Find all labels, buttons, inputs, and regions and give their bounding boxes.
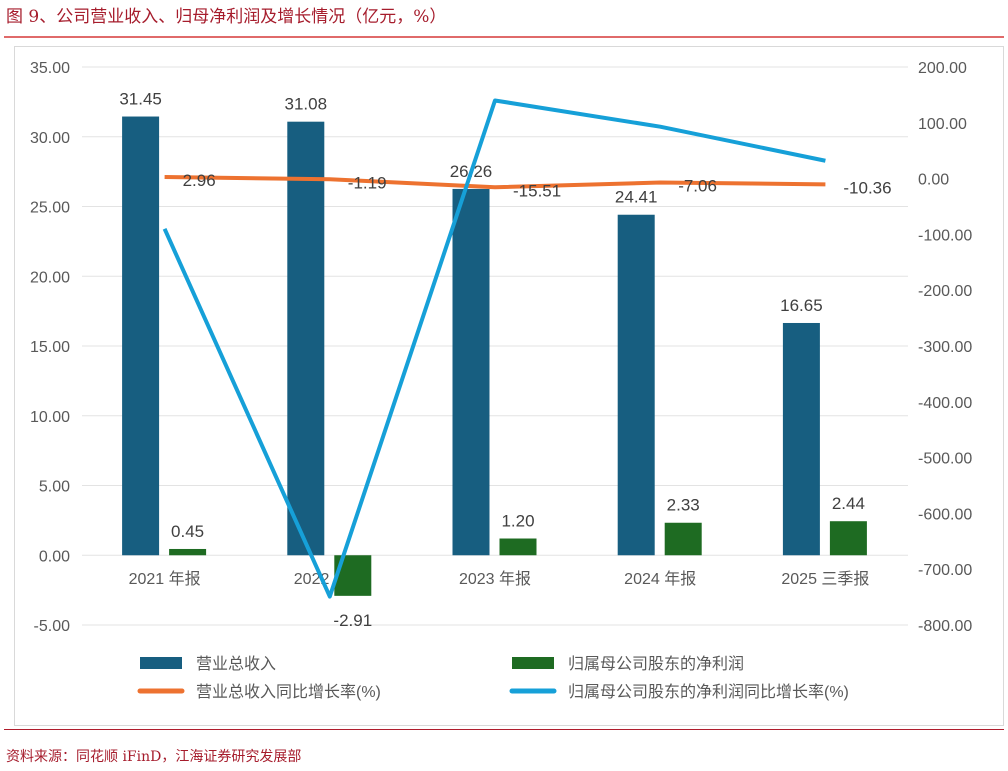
left-tick-label: 35.00 [30, 60, 70, 77]
right-tick-label: 0.00 [918, 172, 949, 189]
revenue-growth-label: -7.06 [678, 177, 717, 196]
title-divider [4, 36, 1004, 38]
revenue-bar [287, 121, 325, 556]
source-divider [4, 729, 1004, 730]
figure-title: 图 9、公司营业收入、归母净利润及增长情况（亿元，%） [6, 7, 447, 27]
left-tick-label: 0.00 [39, 548, 70, 565]
profit-bar-label: 1.20 [501, 512, 534, 531]
category-label: 2021 年报 [129, 570, 201, 588]
profit-bar-label: 2.44 [832, 494, 865, 513]
revenue-growth-label: -1.19 [348, 173, 387, 192]
profit-growth-line [162, 98, 826, 599]
left-tick-label: 20.00 [30, 269, 70, 286]
revenue-bar [617, 214, 655, 556]
legend-swatch [512, 657, 554, 669]
profit-bar [664, 522, 702, 556]
profit-bar [829, 521, 867, 556]
category-label: 2024 年报 [624, 570, 696, 588]
profit-bar [169, 548, 207, 556]
left-tick-label: 10.00 [30, 409, 70, 426]
revenue-bar [122, 116, 160, 556]
right-tick-label: -100.00 [918, 227, 972, 244]
legend-label: 归属母公司股东的净利润同比增长率(%) [568, 683, 849, 701]
revenue-bar-label: 31.08 [285, 95, 328, 114]
left-tick-label: 25.00 [30, 200, 70, 217]
right-tick-label: -300.00 [918, 339, 972, 356]
legend-swatch [140, 657, 182, 669]
chart-frame [14, 46, 1004, 726]
left-tick-label: 15.00 [30, 339, 70, 356]
revenue-bar-label: 31.45 [119, 90, 162, 109]
revenue-bar-label: 16.65 [780, 296, 823, 315]
source-note: 资料来源：同花顺 iFinD，江海证券研究发展部 [6, 749, 302, 765]
left-tick-label: -5.00 [34, 618, 71, 635]
profit-bar-label: 0.45 [171, 522, 204, 541]
profit-bar-label: 2.33 [667, 496, 700, 515]
category-label: 2023 年报 [459, 570, 531, 588]
revenue-growth-label: -15.51 [513, 181, 561, 200]
profit-bar-label: -2.91 [333, 611, 372, 630]
right-tick-label: -600.00 [918, 506, 972, 523]
revenue-growth-label: 2.96 [183, 171, 216, 190]
revenue-growth-line [164, 174, 826, 190]
revenue-bar [452, 188, 490, 556]
revenue-bar [782, 322, 820, 556]
category-label: 2025 三季报 [781, 570, 869, 588]
right-tick-label: 200.00 [918, 60, 967, 77]
right-tick-label: -800.00 [918, 618, 972, 635]
revenue-bar-label: 24.41 [615, 188, 658, 207]
revenue-growth-label: -10.36 [843, 178, 891, 197]
right-tick-label: 100.00 [918, 116, 967, 133]
left-tick-label: 30.00 [30, 130, 70, 147]
legend-label: 营业总收入同比增长率(%) [196, 683, 381, 701]
right-tick-label: -400.00 [918, 395, 972, 412]
right-tick-label: -200.00 [918, 283, 972, 300]
right-tick-label: -500.00 [918, 451, 972, 468]
profit-bar [499, 538, 537, 556]
right-tick-label: -700.00 [918, 562, 972, 579]
left-tick-label: 5.00 [39, 479, 70, 496]
legend-label: 营业总收入 [196, 655, 276, 673]
legend-label: 归属母公司股东的净利润 [568, 655, 744, 673]
